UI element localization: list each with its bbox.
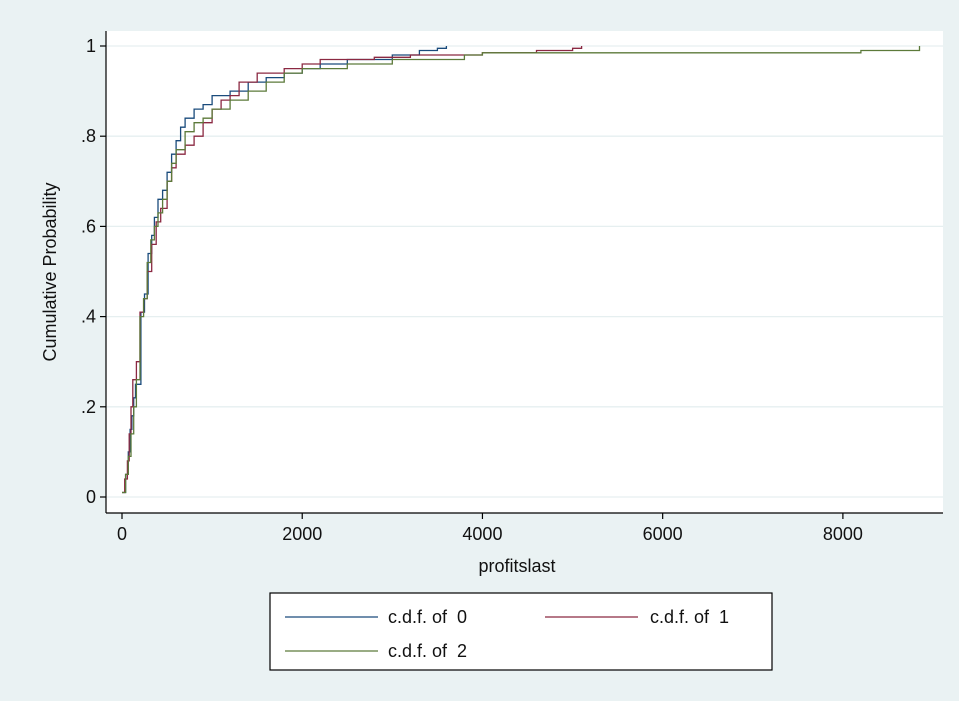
legend-label-0: c.d.f. of 0 xyxy=(388,607,467,627)
legend-box xyxy=(269,592,773,671)
x-tick-label: 2000 xyxy=(282,524,322,544)
y-tick-label: .8 xyxy=(81,126,96,146)
series-line-0 xyxy=(122,46,448,494)
x-tick-label: 8000 xyxy=(823,524,863,544)
y-tick-label: .4 xyxy=(81,307,96,327)
plot-area xyxy=(106,31,943,513)
legend-label-1: c.d.f. of 1 xyxy=(650,607,729,627)
x-tick-label: 0 xyxy=(117,524,127,544)
legend-label-2: c.d.f. of 2 xyxy=(388,641,467,661)
x-tick-label: 4000 xyxy=(462,524,502,544)
y-axis-title: Cumulative Probability xyxy=(40,182,60,361)
x-tick-label: 6000 xyxy=(643,524,683,544)
series-line-2 xyxy=(122,46,921,494)
legend: c.d.f. of 0 c.d.f. of 1 c.d.f. of 2 xyxy=(269,592,773,671)
y-tick-label: 1 xyxy=(86,36,96,56)
axes: 0 .2 .4 .6 .8 1 0 2000 4000 6000 8000 xyxy=(81,31,943,544)
x-axis-title: profitslast xyxy=(478,556,555,576)
y-tick-label: .6 xyxy=(81,216,96,236)
y-tick-label: 0 xyxy=(86,487,96,507)
y-tick-label: .2 xyxy=(81,397,96,417)
legend-items: c.d.f. of 0 c.d.f. of 1 c.d.f. of 2 xyxy=(285,607,729,661)
grid-lines xyxy=(106,45,943,498)
series-lines xyxy=(122,46,921,494)
